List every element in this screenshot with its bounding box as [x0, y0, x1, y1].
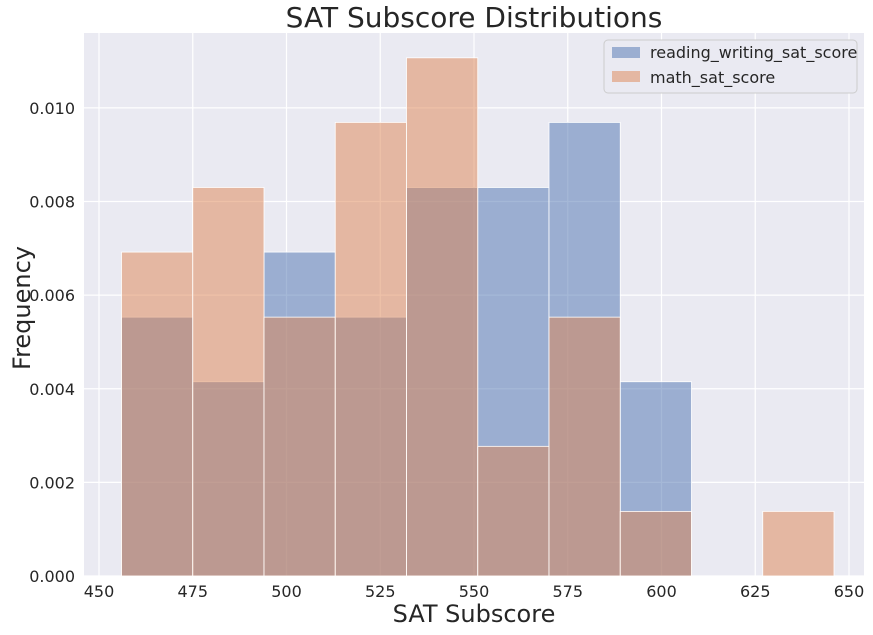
y-tick-label: 0.006 — [29, 286, 75, 305]
y-tick-label: 0.002 — [29, 473, 75, 492]
histogram-bars — [121, 57, 835, 577]
x-tick-label: 500 — [271, 582, 302, 601]
y-tick-label: 0.000 — [29, 567, 75, 586]
series-math_sat_score — [121, 57, 835, 577]
legend-swatch-reading-writing — [612, 47, 640, 58]
legend-box — [603, 39, 858, 94]
legend-label-math: math_sat_score — [650, 68, 775, 88]
bar-math_sat_score-6 — [548, 316, 621, 577]
bar-math_sat_score-5 — [477, 445, 550, 577]
x-tick-label: 600 — [646, 582, 677, 601]
y-axis-title: Frequency — [8, 246, 36, 370]
x-tick-label: 525 — [365, 582, 396, 601]
legend-label-reading-writing: reading_writing_sat_score — [650, 43, 857, 63]
bar-math_sat_score-0 — [121, 251, 194, 577]
bar-math_sat_score-7 — [619, 511, 692, 577]
legend: reading_writing_sat_score math_sat_score — [603, 39, 858, 94]
x-axis-title: SAT Subscore — [393, 600, 556, 628]
y-tick-labels: 0.000 0.002 0.004 0.006 0.008 0.010 — [29, 99, 75, 586]
bar-math_sat_score-2 — [263, 316, 336, 577]
bar-math_sat_score-3 — [334, 122, 407, 577]
y-tick-label: 0.010 — [29, 99, 75, 118]
chart-title: SAT Subscore Distributions — [286, 1, 663, 34]
x-tick-label: 475 — [177, 582, 208, 601]
x-tick-label: 625 — [740, 582, 771, 601]
y-tick-label: 0.008 — [29, 193, 75, 212]
bar-math_sat_score-9 — [762, 511, 835, 577]
x-tick-label: 550 — [459, 582, 490, 601]
x-tick-labels: 450 475 500 525 550 575 600 625 650 — [84, 582, 865, 601]
x-tick-label: 650 — [834, 582, 865, 601]
y-tick-label: 0.004 — [29, 380, 75, 399]
bar-math_sat_score-4 — [406, 57, 479, 577]
x-tick-label: 450 — [84, 582, 115, 601]
bar-math_sat_score-1 — [192, 187, 265, 577]
legend-swatch-math — [612, 71, 640, 82]
x-tick-label: 575 — [552, 582, 583, 601]
